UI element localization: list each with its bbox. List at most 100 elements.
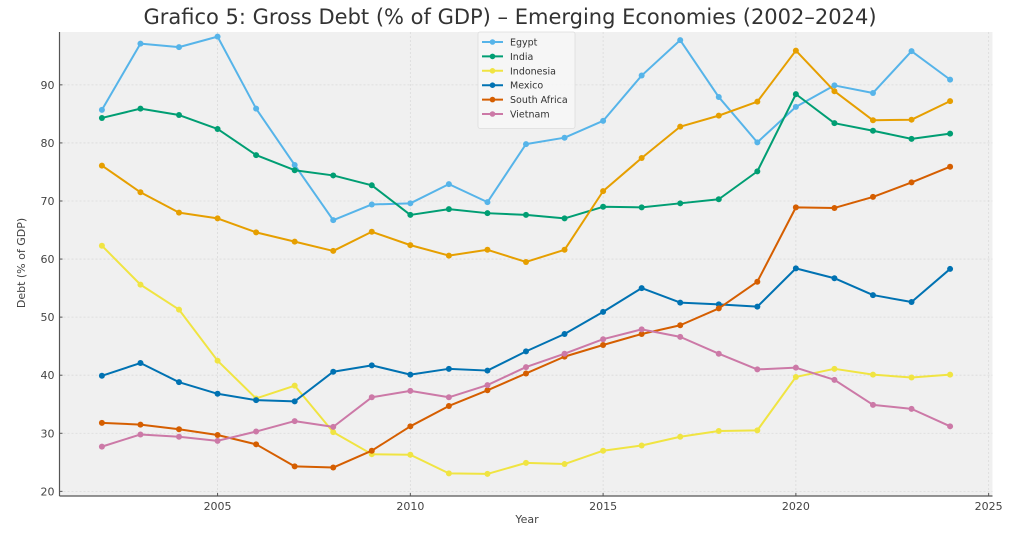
data-point-unlabeled xyxy=(869,117,876,124)
data-point-vietnam xyxy=(677,333,684,340)
data-point-vietnam xyxy=(407,387,414,394)
data-point-vietnam xyxy=(368,394,375,401)
chart-title: Grafico 5: Gross Debt (% of GDP) – Emerg… xyxy=(143,5,876,29)
data-point-mexico xyxy=(137,360,144,367)
data-point-unlabeled xyxy=(253,229,260,236)
data-point-indonesia xyxy=(831,365,838,372)
data-point-indonesia xyxy=(176,306,183,313)
data-point-mexico xyxy=(330,368,337,375)
y-tick-label: 50 xyxy=(41,311,55,324)
data-point-india xyxy=(600,203,607,210)
legend-label: Egypt xyxy=(510,38,538,49)
legend-marker xyxy=(489,39,496,45)
data-point-unlabeled xyxy=(947,98,954,105)
data-point-south-africa xyxy=(214,432,221,439)
data-point-indonesia xyxy=(98,242,105,249)
data-point-mexico xyxy=(677,299,684,306)
data-point-mexico xyxy=(831,275,838,282)
data-point-india xyxy=(947,130,954,137)
data-point-india xyxy=(98,114,105,121)
data-point-indonesia xyxy=(214,357,221,364)
data-point-mexico xyxy=(947,265,954,272)
data-point-egypt xyxy=(291,161,298,168)
data-point-egypt xyxy=(715,94,722,101)
x-tick-label: 2005 xyxy=(204,500,232,513)
x-tick-label: 2025 xyxy=(975,500,1003,513)
data-point-unlabeled xyxy=(908,116,915,123)
data-point-mexico xyxy=(869,292,876,299)
data-point-south-africa xyxy=(176,426,183,433)
data-point-india xyxy=(291,167,298,174)
data-point-south-africa xyxy=(291,463,298,470)
data-point-india xyxy=(445,206,452,213)
legend-label: Mexico xyxy=(510,81,543,92)
data-point-egypt xyxy=(445,181,452,188)
data-point-unlabeled xyxy=(715,112,722,119)
data-point-south-africa xyxy=(831,204,838,211)
data-point-indonesia xyxy=(330,429,337,436)
data-point-unlabeled xyxy=(523,258,529,265)
data-point-south-africa xyxy=(677,322,684,329)
data-point-south-africa xyxy=(792,204,799,211)
data-point-mexico xyxy=(600,308,607,315)
data-point-south-africa xyxy=(638,330,645,337)
data-point-indonesia xyxy=(715,427,722,434)
data-point-indonesia xyxy=(947,371,954,378)
legend-label: Vietnam xyxy=(510,110,550,121)
legend: Egypt India Indonesia Mexico South Africa Vie… xyxy=(477,31,576,129)
data-point-indonesia xyxy=(869,371,876,378)
data-point-south-africa xyxy=(330,464,337,471)
y-axis-label: Debt (% of GDP) xyxy=(15,218,28,308)
data-point-india xyxy=(754,168,761,175)
data-point-egypt xyxy=(677,37,684,44)
data-point-indonesia xyxy=(137,281,144,288)
data-point-egypt xyxy=(368,201,375,208)
data-point-unlabeled xyxy=(137,189,144,196)
data-point-vietnam xyxy=(869,401,876,408)
data-point-indonesia xyxy=(523,459,529,466)
data-point-mexico xyxy=(484,367,491,374)
data-point-indonesia xyxy=(445,470,452,477)
data-point-unlabeled xyxy=(792,47,799,54)
data-point-egypt xyxy=(484,199,491,206)
data-point-unlabeled xyxy=(561,246,568,253)
data-point-egypt xyxy=(831,82,838,89)
data-point-unlabeled xyxy=(98,162,105,169)
data-point-vietnam xyxy=(792,364,799,371)
y-tick-label: 40 xyxy=(41,369,55,382)
data-point-indonesia xyxy=(600,447,607,454)
data-point-indonesia xyxy=(291,382,298,389)
data-point-india xyxy=(253,152,260,159)
data-point-india xyxy=(677,200,684,207)
data-point-unlabeled xyxy=(638,155,645,162)
legend-marker xyxy=(489,96,496,103)
data-point-india xyxy=(561,215,568,222)
legend-label: South Africa xyxy=(510,95,568,106)
data-point-vietnam xyxy=(638,326,645,333)
y-tick-label: 60 xyxy=(41,253,55,266)
data-point-egypt xyxy=(600,117,607,124)
data-point-india xyxy=(368,182,375,189)
data-point-vietnam xyxy=(445,394,452,401)
data-point-mexico xyxy=(98,372,105,379)
data-point-india xyxy=(330,172,337,179)
data-point-unlabeled xyxy=(291,238,298,245)
data-point-south-africa xyxy=(407,423,414,430)
data-point-india xyxy=(523,211,529,218)
data-point-unlabeled xyxy=(484,246,491,253)
data-point-egypt xyxy=(214,33,221,40)
data-point-indonesia xyxy=(638,442,645,449)
data-point-south-africa xyxy=(947,163,954,170)
data-point-india xyxy=(638,204,645,211)
data-point-unlabeled xyxy=(445,252,452,259)
data-point-south-africa xyxy=(754,278,761,285)
data-point-unlabeled xyxy=(831,88,838,95)
data-point-egypt xyxy=(908,48,915,55)
data-point-vietnam xyxy=(831,376,838,383)
data-point-mexico xyxy=(792,265,799,272)
data-point-south-africa xyxy=(253,441,260,448)
data-point-vietnam xyxy=(715,350,722,357)
data-point-unlabeled xyxy=(677,123,684,130)
